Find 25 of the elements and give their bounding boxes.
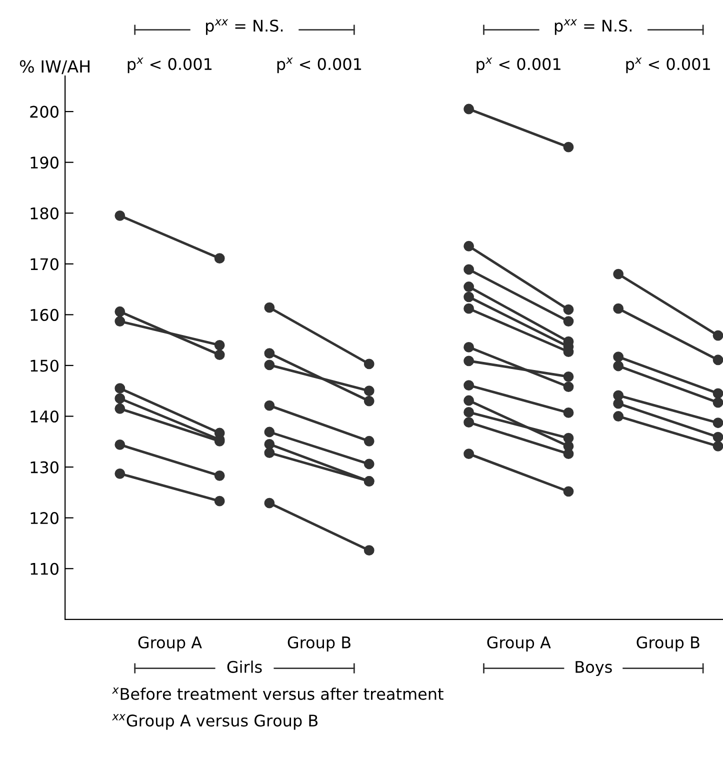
text: Girls	[227, 660, 262, 673]
x-tick-label: Group B	[636, 636, 700, 652]
y-tick-label: 140	[30, 410, 58, 423]
text: p$^{x}$ < 0.001	[626, 58, 710, 74]
y-tick-label: 180	[30, 207, 58, 220]
text: p$^{x}$ < 0.001	[476, 58, 560, 74]
y-tick-label: 150	[30, 360, 58, 372]
y-tick-label: 200	[30, 106, 58, 118]
text: p$^{x}$ < 0.001	[277, 58, 362, 74]
y-tick-label: 160	[30, 308, 58, 321]
y-tick-label: 120	[30, 512, 58, 524]
text: p$^{xx}$ = N.S.	[554, 19, 632, 35]
text: $^{x}$Before treatment versus after treatment	[112, 688, 444, 700]
y-tick-label: 190	[30, 156, 58, 169]
y-tick-label: 110	[30, 562, 58, 575]
text: p$^{x}$ < 0.001	[128, 58, 212, 74]
text: $^{xx}$Group A versus Group B	[112, 714, 318, 730]
y-axis-title: % IW/AH	[20, 60, 90, 74]
x-tick-label: Group A	[138, 636, 202, 652]
y-tick-label: 130	[30, 461, 58, 474]
y-tick-label: 170	[30, 258, 58, 270]
x-tick-label: Group A	[487, 636, 551, 652]
text: p$^{xx}$ = N.S.	[206, 19, 283, 35]
x-tick-label: Group B	[288, 636, 350, 652]
text: Boys	[576, 661, 612, 676]
